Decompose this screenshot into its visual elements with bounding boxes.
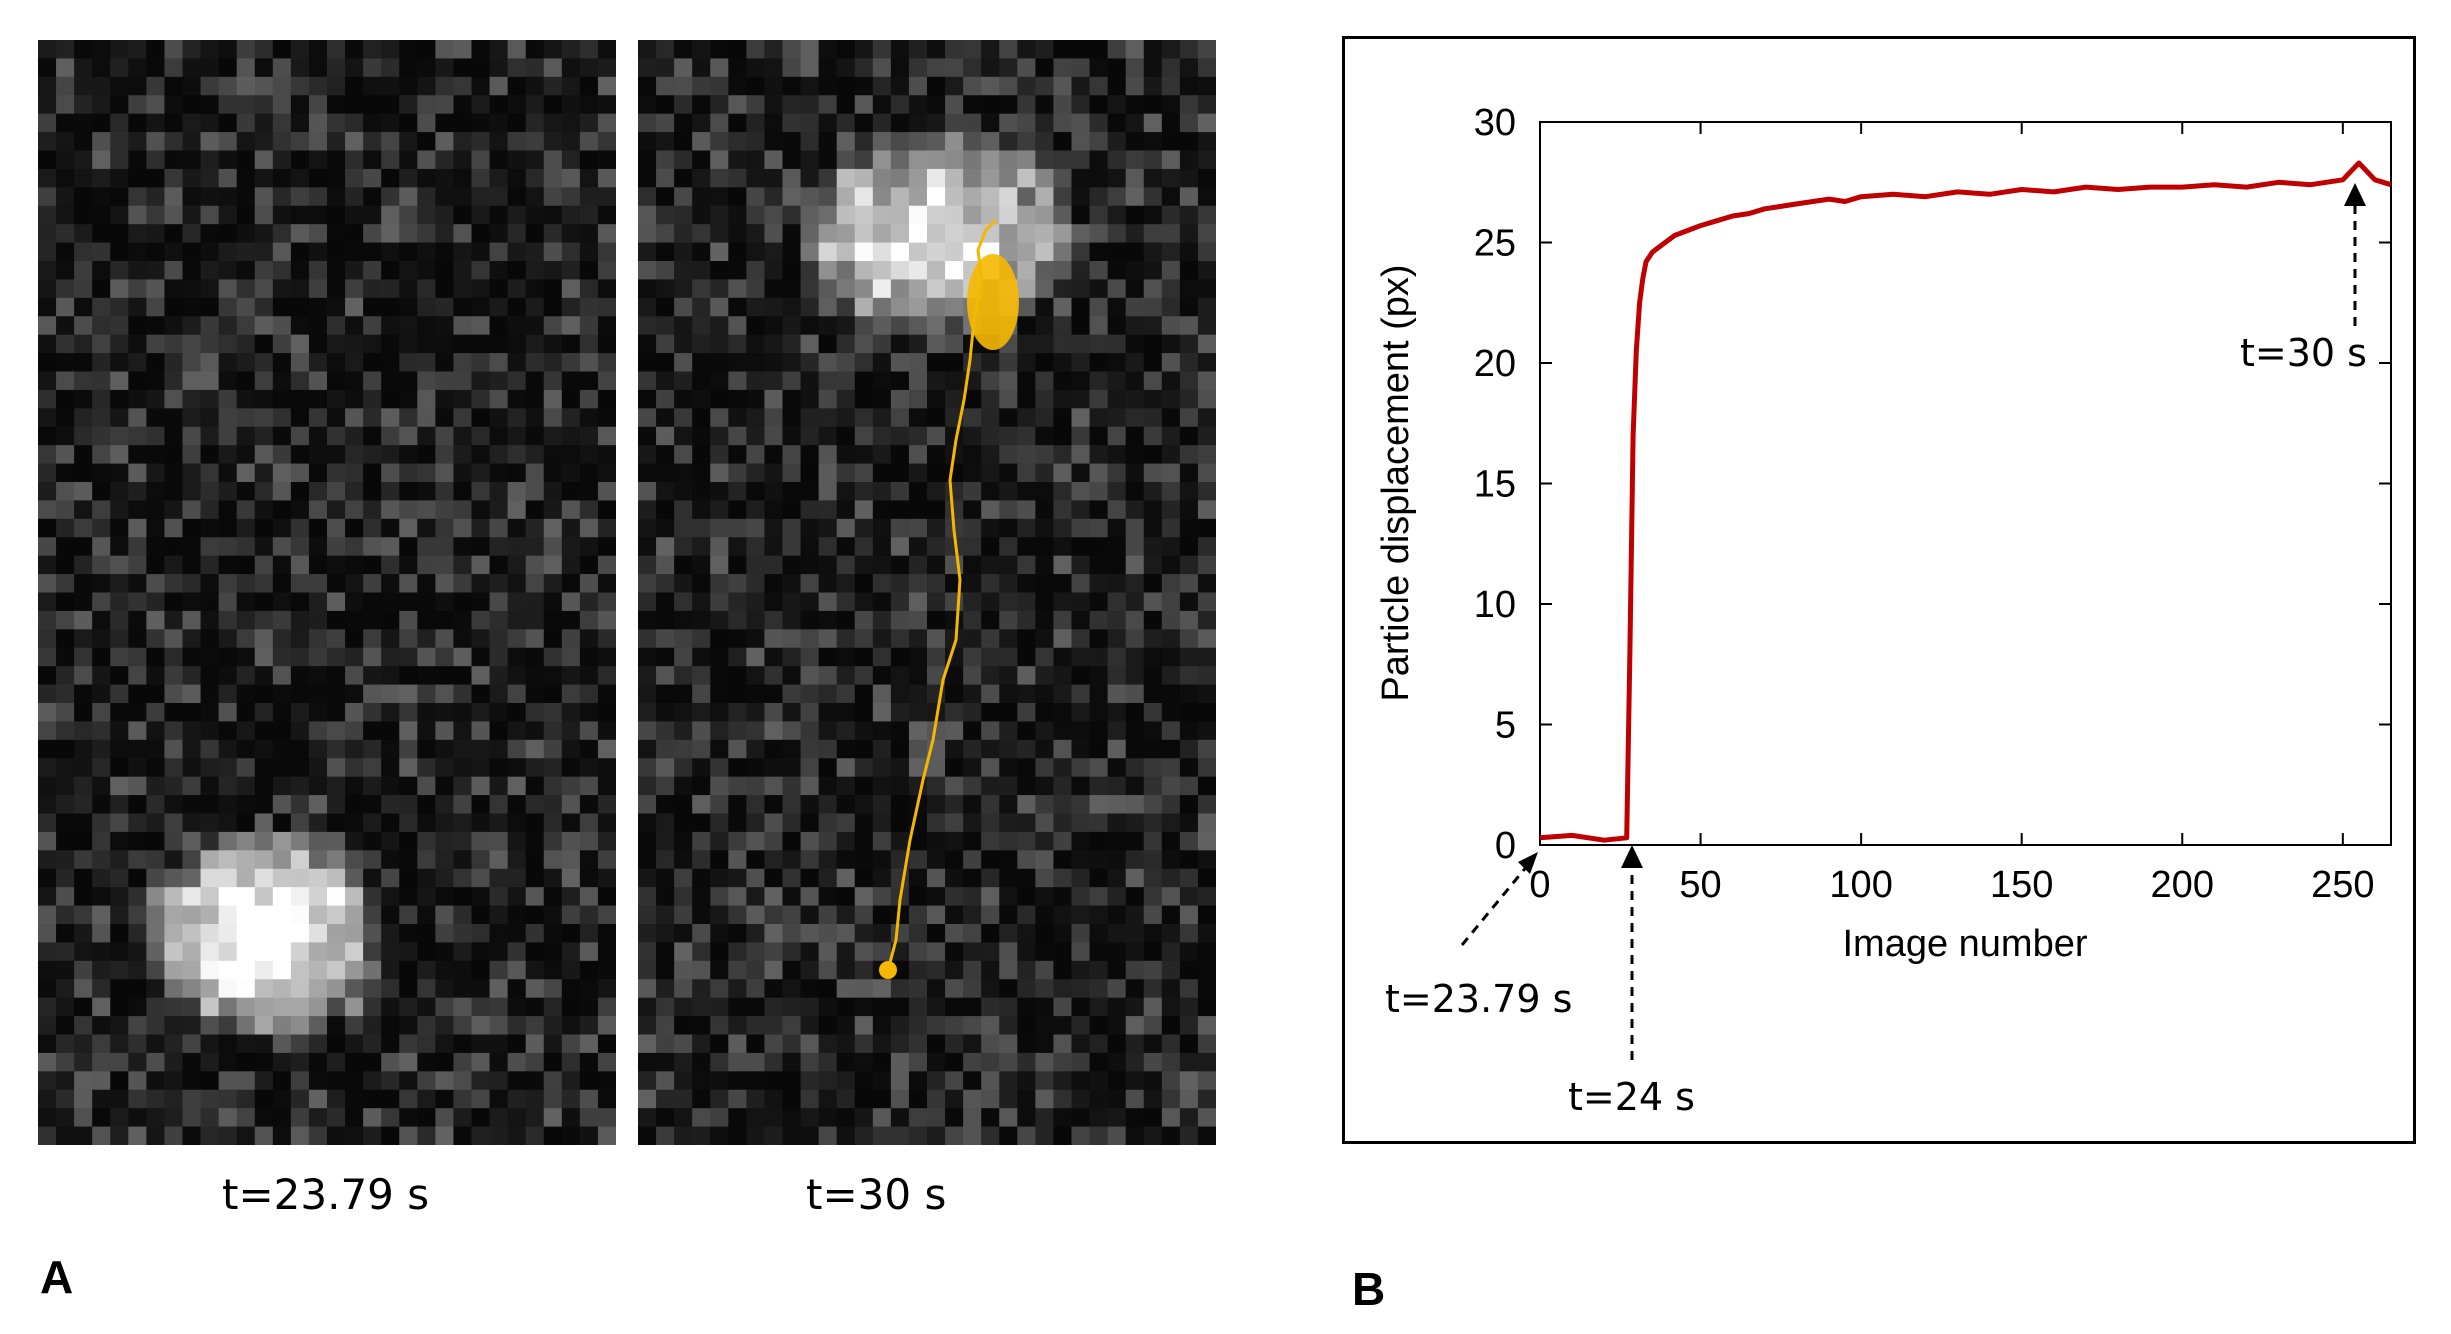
pixel-grid-right (638, 40, 1216, 1145)
y-tick-label: 0 (1495, 825, 1516, 867)
plot-area (1539, 121, 2392, 846)
annotation-arrow-start (1460, 859, 1534, 946)
caption-right-time: t=30 s (806, 1170, 947, 1219)
particle-start-marker (879, 961, 897, 979)
y-tick-label: 10 (1474, 584, 1516, 626)
y-tick-label: 25 (1474, 223, 1516, 265)
panel-label-b: B (1352, 1263, 1386, 1315)
x-tick-label: 0 (1529, 864, 1550, 906)
pixel-grid-left (38, 40, 616, 1145)
panel-label-a: A (40, 1251, 74, 1303)
x-tick-label: 100 (1829, 864, 1892, 906)
microscopy-image-right (638, 40, 1216, 1145)
annotation-arrowhead-end (2344, 183, 2366, 206)
annotation-t-jump: t=24 s (1568, 1075, 1695, 1119)
y-tick-label: 20 (1474, 343, 1516, 385)
x-tick-label: 50 (1679, 864, 1721, 906)
x-tick-label: 200 (2151, 864, 2214, 906)
y-tick-label: 30 (1474, 102, 1516, 144)
annotation-t-end: t=30 s (2240, 331, 2367, 375)
annotation-arrowhead-start (1518, 852, 1538, 874)
y-tick-label: 5 (1495, 705, 1516, 747)
y-axis-title: Particle displacement (px) (1375, 264, 1417, 701)
x-tick-label: 150 (1990, 864, 2053, 906)
annotation-arrowhead-jump (1621, 845, 1643, 868)
tick-labels: 0 50 100 150 200 250 0 5 10 15 20 25 30 (1474, 102, 2375, 906)
microscopy-image-left (38, 40, 616, 1145)
chart-frame (1342, 36, 2416, 1144)
y-tick-label: 15 (1474, 464, 1516, 506)
x-axis-title: Image number (1842, 923, 2087, 965)
annotation-t-start: t=23.79 s (1385, 977, 1572, 1021)
x-tick-label: 250 (2311, 864, 2374, 906)
series-line-displacement (1539, 160, 2392, 843)
caption-left-time: t=23.79 s (222, 1170, 430, 1219)
tick-marks (1539, 121, 2391, 846)
particle-final-cluster (967, 254, 1019, 350)
